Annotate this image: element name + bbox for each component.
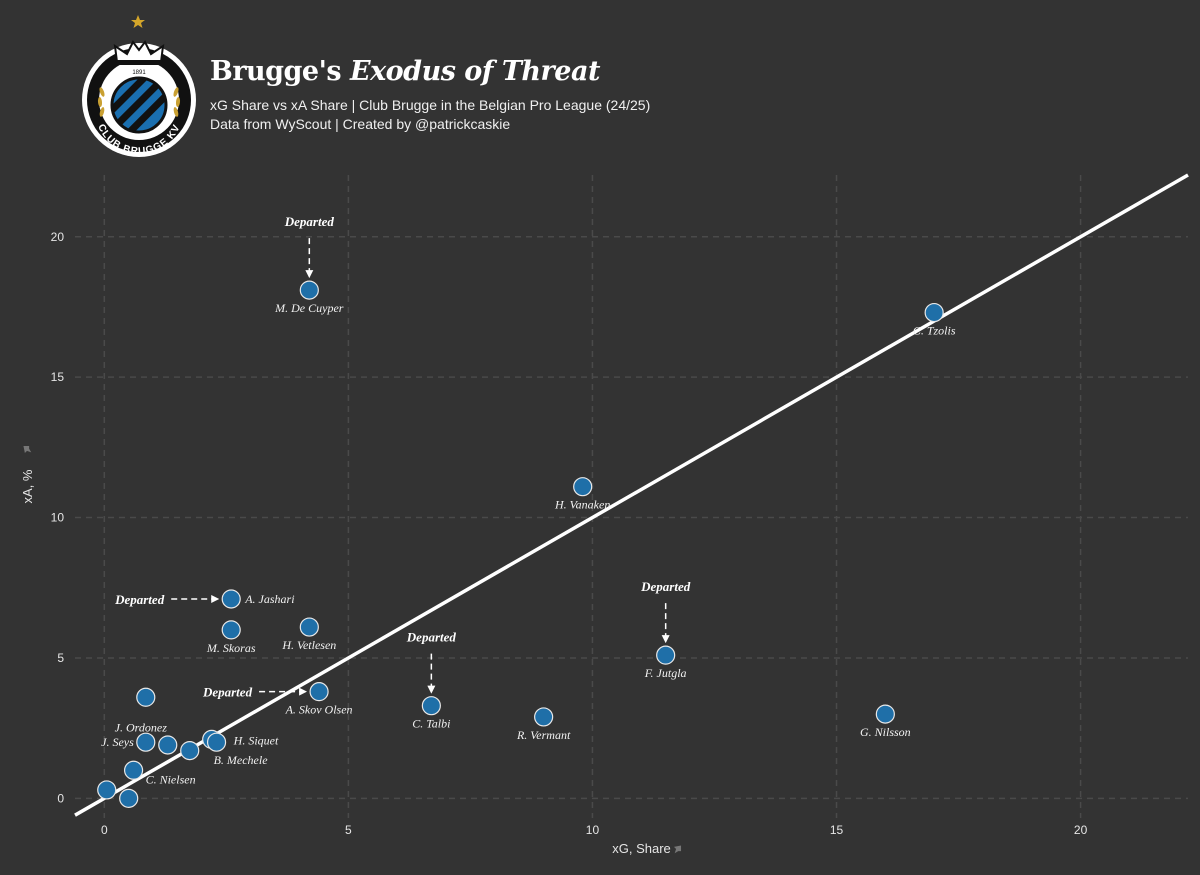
data-point <box>309 682 329 702</box>
annotation-label: Departed <box>284 214 335 229</box>
axes: 0 5 10 15 20 0 5 10 15 20 xG, Share xA, % <box>20 230 1088 856</box>
x-tick-label: 5 <box>345 823 352 837</box>
star-icon <box>131 15 145 28</box>
data-point <box>221 589 241 609</box>
point-label: M. Skoras <box>206 641 256 655</box>
pin-icon <box>673 845 682 854</box>
logo-laurels <box>97 87 181 117</box>
chart-subtitle: xG Share vs xA Share | Club Brugge in th… <box>210 97 651 113</box>
y-tick-label: 20 <box>51 230 65 244</box>
chart-credit: Data from WyScout | Created by @patrickc… <box>210 116 511 132</box>
annotation-label: Departed <box>640 579 691 594</box>
data-point <box>299 280 319 300</box>
annotation-label: Departed <box>202 685 253 700</box>
point-label: F. Jutgla <box>644 666 687 680</box>
data-point <box>119 788 139 808</box>
point-label: G. Nilsson <box>860 725 911 739</box>
club-logo: 1891 CLUB BRUGGE KV <box>82 15 196 157</box>
point-label: C. Tzolis <box>913 324 956 338</box>
x-tick-label: 0 <box>101 823 108 837</box>
x-tick-label: 15 <box>830 823 844 837</box>
point-label: H. Vanaken <box>554 498 610 512</box>
data-point <box>875 704 895 724</box>
y-tick-label: 15 <box>51 370 65 384</box>
data-point <box>123 760 144 780</box>
point-label: A. Jashari <box>244 592 294 606</box>
data-point <box>924 302 944 323</box>
x-tick-label: 20 <box>1074 823 1088 837</box>
point-label: R. Vermant <box>516 728 571 742</box>
pin-icon <box>23 445 32 454</box>
annotation-label: Departed <box>406 630 457 645</box>
data-point <box>299 617 319 637</box>
annotations-layer: Departed Departed Departed Departed Departed <box>114 214 691 700</box>
point-label: J. Seys <box>101 735 134 749</box>
points-layer <box>97 280 944 808</box>
x-axis-title: xG, Share <box>612 841 671 856</box>
annotation-label: Departed <box>114 592 165 607</box>
logo-year: 1891 <box>132 70 146 76</box>
y-axis-title: xA, % <box>20 469 35 503</box>
reference-line-layer <box>74 173 1189 817</box>
data-point <box>180 741 200 761</box>
title-italic: Exodus of Threat <box>350 56 600 87</box>
reference-line <box>74 173 1189 817</box>
data-point <box>221 620 241 640</box>
data-point <box>158 735 178 755</box>
chart-title: Brugge's Exodus of Threat <box>210 56 600 87</box>
data-point <box>573 477 593 497</box>
point-label: B. Mechele <box>214 753 269 767</box>
logo-crown <box>113 40 165 65</box>
point-label: C. Nielsen <box>146 772 196 786</box>
data-point <box>206 732 227 752</box>
point-label: A. Skov Olsen <box>285 703 353 717</box>
data-point <box>97 780 117 800</box>
point-label: J. Ordonez <box>115 720 168 734</box>
y-tick-label: 0 <box>57 791 64 805</box>
data-point <box>656 645 676 665</box>
y-tick-label: 10 <box>51 511 65 525</box>
data-point <box>136 687 156 707</box>
data-point <box>534 707 554 727</box>
point-label: C. Talbi <box>412 717 450 731</box>
point-label: H. Vetlesen <box>281 638 336 652</box>
labels-layer: M. De Cuyper C. Tzolis H. Vanaken A. Jashar… <box>101 301 956 786</box>
data-point <box>136 732 156 752</box>
point-label: H. Siquet <box>233 733 279 747</box>
grid <box>75 175 1188 818</box>
x-tick-label: 10 <box>586 823 600 837</box>
title-bold: Brugge's <box>210 56 342 87</box>
y-tick-label: 5 <box>57 651 64 665</box>
data-point <box>421 696 441 716</box>
point-label: M. De Cuyper <box>274 301 344 315</box>
